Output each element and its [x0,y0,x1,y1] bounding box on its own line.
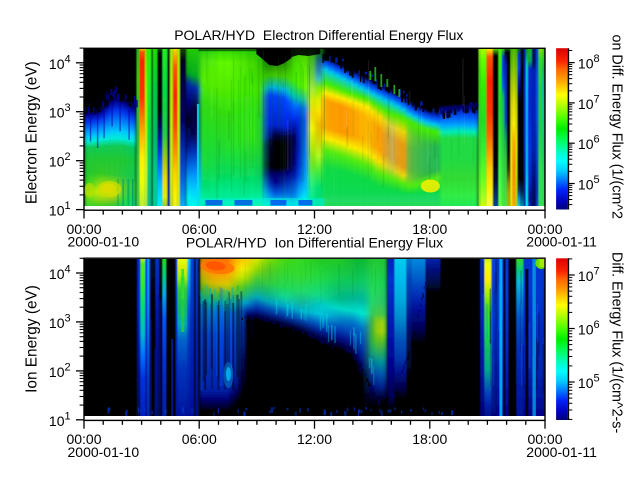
svg-text:2000-01-10: 2000-01-10 [68,234,140,250]
svg-text:7: 7 [594,93,600,105]
svg-text:10: 10 [49,364,65,380]
svg-text:6: 6 [594,134,600,146]
svg-text:Ion Energy (eV): Ion Energy (eV) [24,285,41,393]
svg-text:3: 3 [65,102,71,114]
svg-text:10: 10 [49,154,65,170]
svg-text:18:00: 18:00 [412,431,447,447]
svg-text:3: 3 [65,312,71,324]
svg-text:2: 2 [65,361,71,373]
svg-text:10: 10 [578,322,594,338]
svg-text:18:00: 18:00 [412,221,447,237]
svg-text:Electron Energy (eV): Electron Energy (eV) [24,61,41,204]
svg-text:00:00: 00:00 [527,221,562,237]
svg-text:06:00: 06:00 [182,431,217,447]
svg-text:10: 10 [578,136,594,152]
svg-text:2000-01-10: 2000-01-10 [68,444,140,460]
svg-text:5: 5 [594,373,600,385]
svg-text:1: 1 [65,410,71,422]
svg-text:6: 6 [594,319,600,331]
svg-text:10: 10 [49,266,65,282]
svg-text:POLAR/HYD Electron Differenti: POLAR/HYD Electron Differential Energy F… [174,27,463,43]
svg-text:10: 10 [578,268,594,284]
svg-text:2000-01-11: 2000-01-11 [526,444,597,460]
svg-text:2000-01-11: 2000-01-11 [526,234,597,250]
svg-text:4: 4 [65,53,71,65]
svg-text:06:00: 06:00 [182,221,217,237]
svg-text:4: 4 [65,264,71,276]
svg-text:10: 10 [49,315,65,331]
svg-text:1: 1 [65,200,71,212]
svg-text:00:00: 00:00 [527,431,562,447]
svg-text:10: 10 [578,56,594,72]
svg-text:10: 10 [578,177,594,193]
svg-text:8: 8 [594,53,600,65]
svg-text:12:00: 12:00 [297,431,332,447]
svg-text:10: 10 [49,413,65,429]
svg-text:00:00: 00:00 [66,221,101,237]
svg-text:10: 10 [49,105,65,121]
svg-text:5: 5 [594,174,600,186]
svg-text:POLAR/HYD Ion Differential En: POLAR/HYD Ion Differential Energy Flux [186,235,443,251]
svg-text:2: 2 [65,151,71,163]
svg-text:10: 10 [578,96,594,112]
svg-text:10: 10 [578,375,594,391]
svg-text:7: 7 [594,266,600,278]
svg-text:10: 10 [49,203,65,219]
svg-text:Diff. Energy Flux (1/(cm^2-s-: Diff. Energy Flux (1/(cm^2-s- [608,252,624,433]
svg-text:00:00: 00:00 [66,431,101,447]
svg-text:10: 10 [49,56,65,72]
svg-text:on Diff. Energy Flux (1/(cm^2: on Diff. Energy Flux (1/(cm^2 [608,35,624,219]
svg-text:12:00: 12:00 [297,221,332,237]
